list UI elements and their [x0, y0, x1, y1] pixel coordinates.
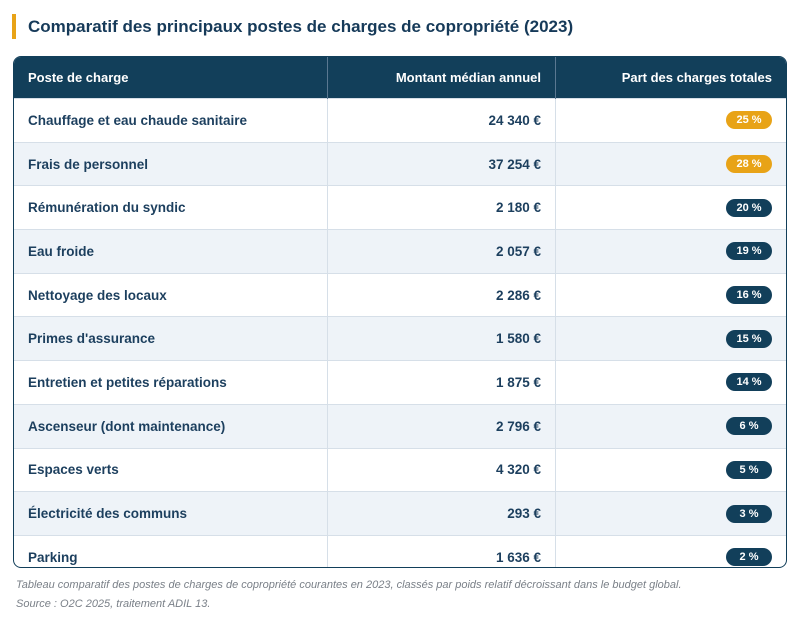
share-cell: 16 %: [555, 272, 786, 317]
table-row: Eau froide 2 057 € 19 %: [14, 229, 786, 274]
share-badge: 25 %: [726, 111, 772, 130]
share-cell: 14 %: [555, 360, 786, 405]
table-row: Parking 1 636 € 2 %: [14, 534, 786, 567]
amount: 1 875 €: [327, 360, 556, 405]
table-container: Poste de charge Montant médian annuel Part…: [13, 56, 787, 568]
row-label: Entretien et petites réparations: [14, 360, 328, 405]
share-cell: 5 %: [555, 447, 786, 492]
table-row: Entretien et petites réparations 1 875 € 1…: [14, 360, 786, 405]
row-label: Eau froide: [14, 229, 328, 274]
row-label: Espaces verts: [14, 447, 328, 492]
amount: 2 796 €: [327, 403, 556, 448]
share-cell: 25 %: [555, 98, 786, 143]
table-row: Ascenseur (dont maintenance) 2 796 € 6 %: [14, 403, 786, 448]
column-header: Montant médian annuel: [327, 57, 556, 99]
share-cell: 28 %: [555, 141, 786, 186]
share-badge: 19 %: [726, 242, 772, 261]
table-row: Espaces verts 4 320 € 5 %: [14, 447, 786, 492]
table-row: Rémunération du syndic 2 180 € 20 %: [14, 185, 786, 230]
amount: 1 580 €: [327, 316, 556, 361]
share-badge: 16 %: [726, 286, 772, 305]
share-badge: 28 %: [726, 155, 772, 174]
share-badge: 20 %: [726, 198, 772, 217]
share-badge: 15 %: [726, 329, 772, 348]
row-label: Électricité des communs: [14, 491, 328, 536]
share-cell: 19 %: [555, 229, 786, 274]
share-cell: 20 %: [555, 185, 786, 230]
source: Source : O2C 2025, traitement ADIL 13.: [16, 598, 211, 610]
share-cell: 3 %: [555, 491, 786, 536]
amount: 37 254 €: [327, 141, 556, 186]
table-row: Électricité des communs 293 € 3 %: [14, 491, 786, 536]
row-label: Chauffage et eau chaude sanitaire: [14, 98, 328, 143]
amount: 24 340 €: [327, 98, 556, 143]
row-label: Primes d'assurance: [14, 316, 328, 361]
column-header: Poste de charge: [14, 57, 328, 99]
table: Poste de charge Montant médian annuel Part…: [14, 57, 786, 567]
title-accent: [12, 14, 16, 39]
amount: 2 180 €: [327, 185, 556, 230]
share-cell: 2 %: [555, 534, 786, 567]
share-cell: 15 %: [555, 316, 786, 361]
row-label: Nettoyage des locaux: [14, 272, 328, 317]
row-label: Rémunération du syndic: [14, 185, 328, 230]
share-cell: 6 %: [555, 403, 786, 448]
header-row: Poste de charge Montant médian annuel Part…: [14, 57, 786, 99]
share-badge: 3 %: [726, 504, 772, 523]
share-badge: 14 %: [726, 373, 772, 392]
row-label: Frais de personnel: [14, 141, 328, 186]
amount: 2 286 €: [327, 272, 556, 317]
row-label: Parking: [14, 534, 328, 567]
amount: 1 636 €: [327, 534, 556, 567]
table-row: Nettoyage des locaux 2 286 € 16 %: [14, 272, 786, 317]
title: Comparatif des principaux postes de char…: [28, 17, 574, 36]
amount: 4 320 €: [327, 447, 556, 492]
share-badge: 6 %: [726, 417, 772, 436]
column-header: Part des charges totales: [555, 57, 786, 99]
amount: 293 €: [327, 491, 556, 536]
table-row: Frais de personnel 37 254 € 28 %: [14, 141, 786, 186]
share-badge: 2 %: [726, 548, 772, 567]
table-row: Primes d'assurance 1 580 € 15 %: [14, 316, 786, 361]
table-row: Chauffage et eau chaude sanitaire 24 340 …: [14, 98, 786, 143]
row-label: Ascenseur (dont maintenance): [14, 403, 328, 448]
caption: Tableau comparatif des postes de charges…: [16, 579, 682, 591]
share-badge: 5 %: [726, 460, 772, 479]
amount: 2 057 €: [327, 229, 556, 274]
